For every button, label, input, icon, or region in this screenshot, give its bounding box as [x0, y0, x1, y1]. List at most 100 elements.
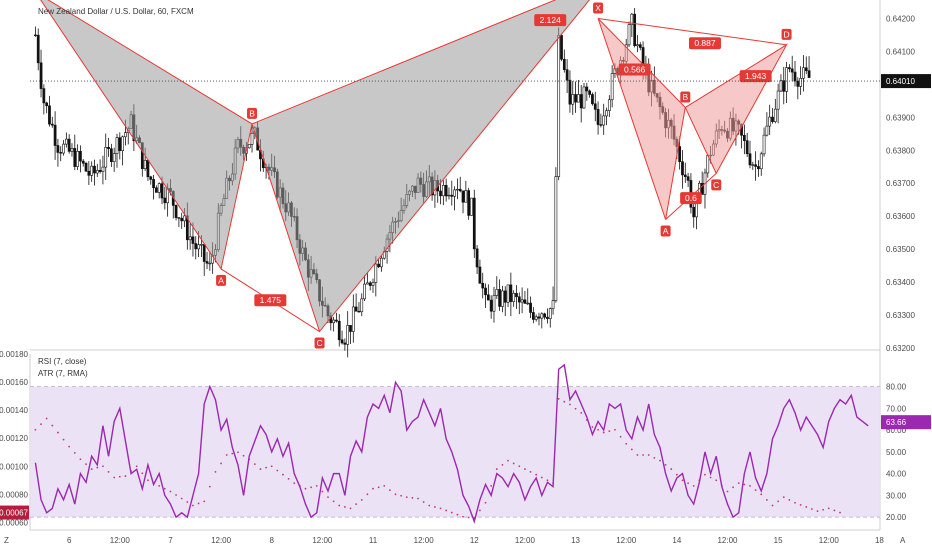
atr-point — [163, 487, 166, 490]
price-panel[interactable]: XABCD0.5291.4752.124XABCD0.5660.61.9430.… — [30, 0, 881, 530]
atr-point — [462, 515, 464, 518]
candle-body — [630, 13, 634, 25]
candle-body — [602, 115, 606, 126]
pattern-point-d-marker — [781, 28, 792, 40]
pattern-triangle-xab — [40, 0, 253, 271]
pattern-triangle-bcd — [684, 43, 788, 175]
chart-title: New Zealand Dollar / U.S. Dollar, 60, FX… — [38, 7, 194, 16]
pattern-point-a-marker — [660, 225, 671, 237]
candle-body — [377, 263, 381, 268]
atr-point — [563, 400, 566, 403]
candle-body — [67, 138, 71, 152]
atr-point — [383, 485, 386, 487]
candle-body — [124, 132, 127, 138]
candle-body — [42, 88, 46, 104]
time-axis-right-corner: A — [900, 536, 906, 545]
atr-point — [237, 451, 239, 454]
atr-point — [782, 496, 785, 499]
candle-body — [441, 184, 445, 197]
indicator-panel[interactable] — [29, 354, 880, 530]
atr-point — [34, 428, 37, 431]
candle-body — [174, 205, 178, 218]
candle-body — [180, 217, 184, 222]
rsi-tick-label: 70.00 — [886, 404, 907, 413]
price-tick-label: 0.63400 — [886, 278, 915, 287]
time-tick-label: 6 — [67, 536, 72, 545]
atr-point — [192, 504, 194, 507]
candle-body — [458, 188, 462, 192]
atr-point — [692, 485, 695, 487]
candle-body — [802, 67, 805, 79]
rsi-axis[interactable]: 80.00 70.00 60.00 50.00 40.00 30.00 20.00 63.66 — [881, 383, 931, 523]
pattern-point-x: X — [595, 3, 601, 13]
atr-value-label: 0.00067 — [0, 509, 29, 518]
atr-point — [169, 490, 172, 493]
time-tick-label: 12 — [470, 536, 479, 545]
candle-body — [50, 123, 54, 126]
candle-body — [700, 182, 704, 195]
atr-point — [372, 487, 374, 490]
atr-point — [580, 412, 583, 414]
atr-point — [715, 479, 718, 482]
candle-body — [90, 165, 94, 176]
atr-point — [366, 493, 369, 496]
atr-point — [417, 497, 419, 500]
atr-tick-label: 0.00120 — [0, 434, 29, 443]
atr-point — [338, 504, 341, 507]
candle-body — [478, 266, 482, 284]
pattern-point-b: B — [249, 108, 255, 118]
price-tick-label: 0.64100 — [886, 47, 915, 56]
candle-body — [343, 342, 347, 345]
atr-point — [653, 456, 656, 459]
atr-point — [135, 465, 138, 468]
atr-point — [647, 454, 650, 456]
candle-body — [742, 134, 746, 141]
atr-point — [102, 465, 104, 468]
pattern-point-b-marker — [680, 91, 691, 103]
candle-body — [520, 299, 524, 303]
time-axis-left-corner: Z — [4, 536, 9, 545]
atr-point — [68, 445, 71, 448]
candle-body — [349, 325, 352, 332]
candle-body — [208, 262, 212, 265]
atr-point — [805, 506, 808, 508]
atr-point — [113, 476, 116, 479]
time-axis[interactable]: 6 12:00 7 12:00 8 12:00 11 12:00 12 12:00 13 12:00 1… — [4, 529, 906, 545]
candle-body — [529, 302, 532, 313]
atr-point — [704, 473, 706, 476]
candle-body — [107, 147, 110, 149]
pattern-point-b: B — [682, 92, 688, 102]
candle-body — [790, 68, 794, 73]
atr-point — [422, 501, 425, 503]
atr-point — [197, 502, 200, 505]
time-tick-label: 12:00 — [110, 536, 131, 545]
rsi-tick-label: 30.00 — [886, 491, 907, 500]
atr-tick-label: 0.00060 — [0, 518, 29, 527]
candle-body — [754, 164, 757, 167]
atr-axis[interactable]: 0.00180 0.00160 0.00140 0.00120 0.00100 0.000… — [0, 350, 29, 527]
candle-body — [807, 70, 811, 78]
atr-point — [411, 496, 414, 499]
candle-body — [681, 161, 684, 176]
atr-point — [220, 462, 222, 465]
candle-body — [486, 294, 490, 301]
candle-body — [765, 125, 769, 136]
candle-body — [686, 176, 690, 181]
atr-point — [203, 500, 206, 503]
price-axis[interactable]: 0.64200 0.64100 0.64010 0.63900 0.63800 0.637… — [881, 14, 931, 353]
atr-point — [327, 496, 329, 499]
candle-body — [517, 296, 521, 303]
candle-body — [447, 194, 451, 197]
candle-body — [104, 147, 108, 168]
atr-point — [276, 469, 279, 472]
candle-body — [453, 189, 456, 197]
candle-body — [776, 90, 780, 110]
atr-point — [51, 424, 54, 427]
pattern-point-c: C — [713, 180, 719, 190]
atr-point — [310, 486, 313, 489]
candle-body — [599, 124, 603, 126]
pattern-ratio-xb_a: 1.475 — [260, 295, 282, 305]
atr-point — [282, 473, 284, 476]
pattern-triangle-xab — [597, 18, 686, 220]
